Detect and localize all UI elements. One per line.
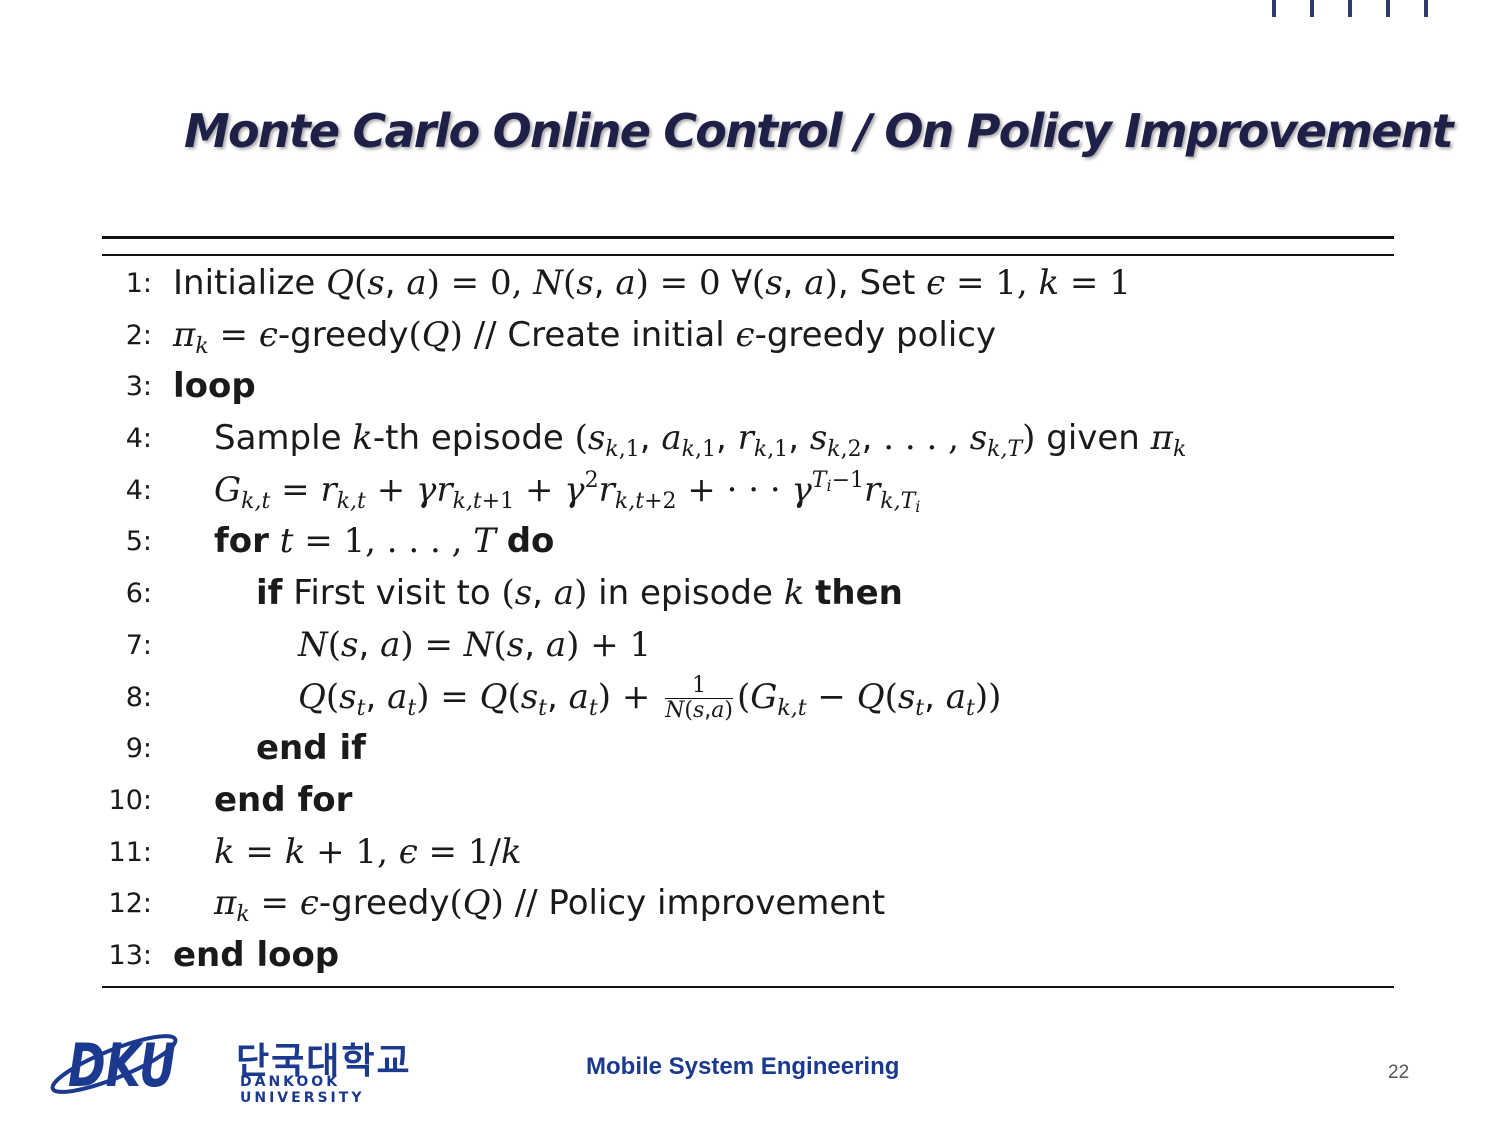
line-code: Sample k-th episode (sk,1, ak,1, rk,1, s… <box>214 418 1187 463</box>
comment-initial: // Create initial <box>473 314 725 355</box>
svg-text:DKU: DKU <box>68 1031 176 1094</box>
tick-mark <box>1424 0 1428 17</box>
line-number: 13: <box>108 939 152 971</box>
line-code: N(s, a) = N(s, a) + 1 <box>298 624 652 665</box>
line-code: Gk,t = rk,t + γrk,t+1 + γ2rk,t+2 + · · ·… <box>214 467 921 516</box>
algorithm-line: 4: Gk,t = rk,t + γrk,t+1 + γ2rk,t+2 + · … <box>100 465 1390 517</box>
keyword-set: Set <box>859 263 916 303</box>
line-number: 10: <box>108 784 152 816</box>
algorithm-top-rule <box>102 236 1394 239</box>
line-number: 12: <box>108 888 152 920</box>
text-greedy: -greedy <box>318 883 450 924</box>
algorithm-line: 3: loop <box>100 361 1390 413</box>
line-number: 3: <box>125 371 152 403</box>
logo-korean-name: 단국대학교 <box>236 1041 412 1082</box>
algorithm-line: 4: Sample k-th episode (sk,1, ak,1, rk,1… <box>100 413 1390 465</box>
algorithm-line: 9: end if <box>100 723 1390 775</box>
line-number: 1: <box>125 268 152 299</box>
algorithm-line: 11: k = k + 1, ϵ = 1/k <box>100 827 1390 879</box>
text-greedy: -greedy <box>277 314 409 355</box>
line-number: 4: <box>125 474 152 506</box>
keyword-initialize: Initialize <box>173 263 316 303</box>
keyword-end-for: end for <box>214 779 353 820</box>
keyword-end-loop: end loop <box>173 934 340 975</box>
algorithm-line: 5: for t = 1, . . . , T do <box>100 516 1390 568</box>
line-code: if First visit to (s, a) in episode k th… <box>256 573 903 614</box>
page-number: 22 <box>1388 1062 1410 1083</box>
text-first-visit: First visit to <box>293 573 491 614</box>
algorithm-header-rule <box>102 254 1394 256</box>
algorithm-line: 8: Q(st, at) = Q(st, at) + 1 N(s,a) (Gk,t … <box>100 672 1390 724</box>
algorithm-line: 6: if First visit to (s, a) in episode k… <box>100 568 1390 620</box>
tick-mark <box>1310 0 1314 17</box>
keyword-if: if <box>256 573 283 614</box>
keyword-then: then <box>815 573 903 614</box>
line-code: Q(st, at) = Q(st, at) + 1 N(s,a) (Gk,t − Q… <box>298 672 1002 723</box>
line-number: 4: <box>125 423 152 455</box>
line-number: 9: <box>125 733 152 765</box>
fraction: 1 N(s,a) <box>665 672 733 723</box>
comment-improvement: // Policy improvement <box>514 883 886 924</box>
algorithm-line: 2: πk = ϵ-greedy(Q) // Create initial ϵ-… <box>100 310 1390 362</box>
footer-course-name: Mobile System Engineering <box>586 1053 900 1080</box>
header-tick-marks <box>1266 0 1436 20</box>
line-number: 8: <box>125 681 152 713</box>
line-number: 6: <box>125 578 152 610</box>
text-sample: Sample <box>214 418 342 459</box>
line-number: 5: <box>125 526 152 558</box>
line-number: 7: <box>125 629 152 661</box>
tick-mark <box>1272 0 1276 17</box>
algorithm-line: 13: end loop <box>100 930 1390 982</box>
algorithm-line: 1: Initialize Q(s, a) = 0, N(s, a) = 0 ∀… <box>100 258 1390 310</box>
keyword-end-if: end if <box>256 728 366 769</box>
algorithm-line: 10: end for <box>100 775 1390 827</box>
keyword-do: do <box>506 521 555 562</box>
line-number: 2: <box>125 319 152 351</box>
algorithm-block: 1: Initialize Q(s, a) = 0, N(s, a) = 0 ∀… <box>100 258 1390 982</box>
algorithm-line: 12: πk = ϵ-greedy(Q) // Policy improveme… <box>100 878 1390 930</box>
slide-title: Monte Carlo Online Control / On Policy I… <box>184 104 1454 158</box>
line-code: k = k + 1, ϵ = 1/k <box>214 831 522 872</box>
university-logo: DKU 단국대학교 DANKOOK UNIVERSITY <box>46 1030 416 1106</box>
line-code: Initialize Q(s, a) = 0, N(s, a) = 0 ∀(s,… <box>173 263 1131 303</box>
line-code: πk = ϵ-greedy(Q) // Policy improvement <box>214 883 886 928</box>
algorithm-line: 7: N(s, a) = N(s, a) + 1 <box>100 620 1390 672</box>
dku-logo-mark-icon: DKU <box>50 1031 178 1094</box>
algorithm-bottom-rule <box>102 986 1394 988</box>
text-given: given <box>1046 418 1140 459</box>
line-code: for t = 1, . . . , T do <box>214 521 555 562</box>
line-number: 11: <box>108 836 152 868</box>
text-greedy-policy: -greedy policy <box>754 314 997 355</box>
logo-english-name: DANKOOK UNIVERSITY <box>240 1074 365 1106</box>
line-code: πk = ϵ-greedy(Q) // Create initial ϵ-gre… <box>173 314 997 359</box>
tick-mark <box>1348 0 1352 17</box>
tick-mark <box>1386 0 1390 17</box>
keyword-loop: loop <box>173 366 256 407</box>
text-th-episode: -th episode <box>372 418 564 459</box>
keyword-for: for <box>214 521 269 562</box>
text-in-episode: in episode <box>598 573 773 614</box>
